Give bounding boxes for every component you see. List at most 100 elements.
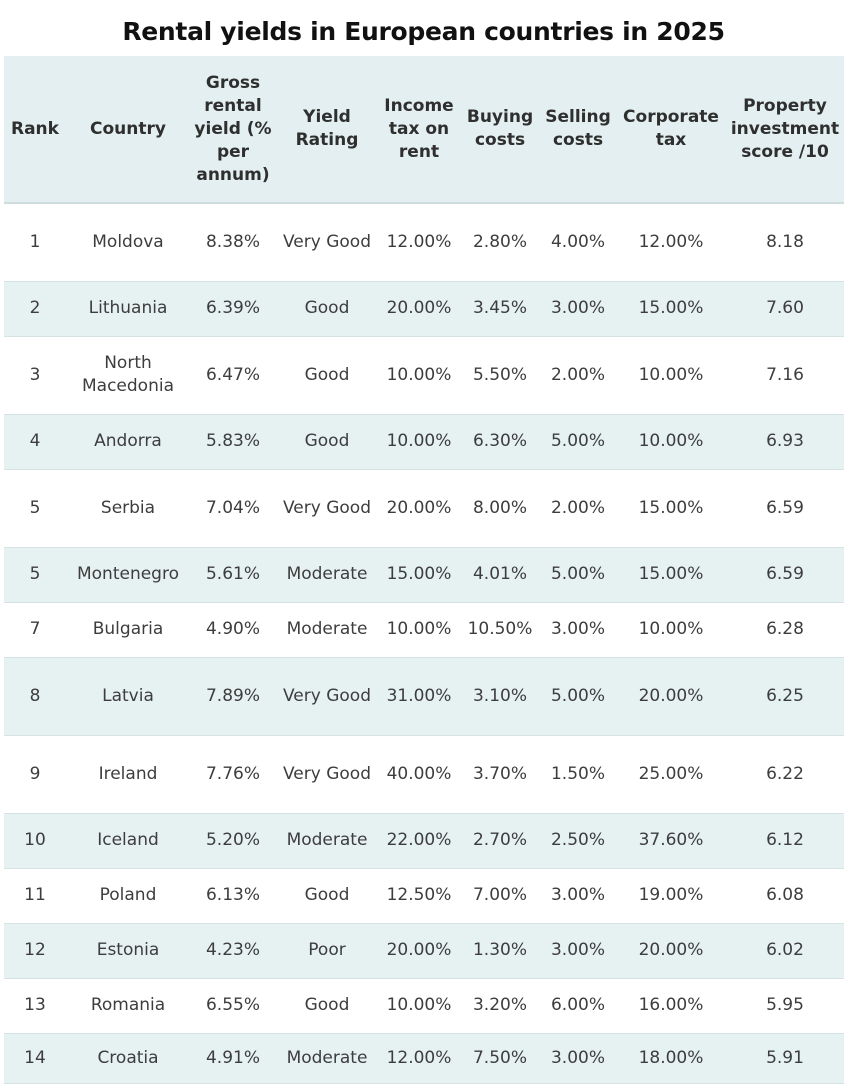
table-header-row: Rank Country Gross rental yield (% per a…: [4, 56, 844, 204]
cell-yield-rating: Poor: [276, 923, 378, 979]
cell-income-tax: 10.00%: [378, 602, 460, 658]
cell-gross-rental-yield: 7.76%: [190, 735, 276, 814]
cell-corporate-tax: 15.00%: [616, 547, 726, 603]
rental-yields-table: Rank Country Gross rental yield (% per a…: [4, 56, 844, 1084]
cell-property-investment-score: 6.08: [726, 868, 844, 924]
cell-gross-rental-yield: 5.61%: [190, 547, 276, 603]
cell-gross-rental-yield: 7.04%: [190, 469, 276, 548]
cell-selling-costs: 5.00%: [540, 414, 616, 470]
cell-corporate-tax: 15.00%: [616, 281, 726, 337]
cell-gross-rental-yield: 5.83%: [190, 414, 276, 470]
cell-gross-rental-yield: 5.20%: [190, 813, 276, 869]
cell-property-investment-score: 6.59: [726, 547, 844, 603]
cell-buying-costs: 5.50%: [460, 336, 540, 415]
cell-corporate-tax: 25.00%: [616, 735, 726, 814]
cell-income-tax: 15.00%: [378, 547, 460, 603]
cell-country: Poland: [66, 868, 190, 924]
cell-gross-rental-yield: 4.23%: [190, 923, 276, 979]
table-row: 4 Andorra 5.83% Good 10.00% 6.30% 5.00% 10.00% 6…: [4, 414, 844, 470]
cell-rank: 14: [4, 1033, 66, 1084]
table-row: 5 Serbia 7.04% Very Good 20.00% 8.00% 2.00% 15.…: [4, 469, 844, 548]
column-header-corporate-tax: Corporate tax: [616, 56, 726, 204]
cell-country: Latvia: [66, 657, 190, 736]
cell-rank: 12: [4, 923, 66, 979]
cell-property-investment-score: 6.59: [726, 469, 844, 548]
table-row: 1 Moldova 8.38% Very Good 12.00% 2.80% 4.00% 12…: [4, 203, 844, 282]
cell-property-investment-score: 8.18: [726, 203, 844, 282]
cell-rank: 11: [4, 868, 66, 924]
cell-country: Andorra: [66, 414, 190, 470]
cell-buying-costs: 7.00%: [460, 868, 540, 924]
cell-buying-costs: 10.50%: [460, 602, 540, 658]
cell-selling-costs: 2.00%: [540, 469, 616, 548]
cell-country: Bulgaria: [66, 602, 190, 658]
table-row: 9 Ireland 7.76% Very Good 40.00% 3.70% 1.50% 25…: [4, 735, 844, 814]
cell-income-tax: 10.00%: [378, 336, 460, 415]
cell-corporate-tax: 20.00%: [616, 923, 726, 979]
cell-country: Romania: [66, 978, 190, 1034]
cell-buying-costs: 2.80%: [460, 203, 540, 282]
cell-income-tax: 20.00%: [378, 923, 460, 979]
cell-yield-rating: Moderate: [276, 602, 378, 658]
cell-selling-costs: 2.50%: [540, 813, 616, 869]
table-row: 14 Croatia 4.91% Moderate 12.00% 7.50% 3.00% 18…: [4, 1033, 844, 1084]
cell-corporate-tax: 15.00%: [616, 469, 726, 548]
cell-income-tax: 40.00%: [378, 735, 460, 814]
cell-yield-rating: Good: [276, 414, 378, 470]
cell-buying-costs: 3.20%: [460, 978, 540, 1034]
cell-gross-rental-yield: 6.39%: [190, 281, 276, 337]
cell-corporate-tax: 16.00%: [616, 978, 726, 1034]
table-row: 2 Lithuania 6.39% Good 20.00% 3.45% 3.00% 15.00…: [4, 281, 844, 337]
cell-buying-costs: 3.45%: [460, 281, 540, 337]
cell-selling-costs: 3.00%: [540, 923, 616, 979]
column-header-country: Country: [66, 56, 190, 204]
cell-country: North Macedonia: [66, 336, 190, 415]
cell-buying-costs: 8.00%: [460, 469, 540, 548]
cell-property-investment-score: 6.93: [726, 414, 844, 470]
column-header-buying-costs: Buying costs: [460, 56, 540, 204]
column-header-property-investment-score: Property investment score /10: [726, 56, 844, 204]
cell-selling-costs: 3.00%: [540, 281, 616, 337]
cell-selling-costs: 4.00%: [540, 203, 616, 282]
cell-property-investment-score: 6.02: [726, 923, 844, 979]
table-row: 13 Romania 6.55% Good 10.00% 3.20% 6.00% 16.00%…: [4, 978, 844, 1034]
cell-buying-costs: 3.10%: [460, 657, 540, 736]
cell-rank: 5: [4, 469, 66, 548]
page-title: Rental yields in European countries in 2…: [122, 17, 725, 46]
table-row: 10 Iceland 5.20% Moderate 22.00% 2.70% 2.50% 37…: [4, 813, 844, 869]
cell-yield-rating: Good: [276, 868, 378, 924]
cell-rank: 10: [4, 813, 66, 869]
table-row: 8 Latvia 7.89% Very Good 31.00% 3.10% 5.00% 20.…: [4, 657, 844, 736]
table-row: 7 Bulgaria 4.90% Moderate 10.00% 10.50% 3.00% 1…: [4, 602, 844, 658]
cell-property-investment-score: 5.91: [726, 1033, 844, 1084]
table-row: 11 Poland 6.13% Good 12.50% 7.00% 3.00% 19.00% 6…: [4, 868, 844, 924]
cell-buying-costs: 1.30%: [460, 923, 540, 979]
cell-rank: 8: [4, 657, 66, 736]
cell-country: Ireland: [66, 735, 190, 814]
cell-selling-costs: 6.00%: [540, 978, 616, 1034]
cell-country: Montenegro: [66, 547, 190, 603]
cell-property-investment-score: 6.25: [726, 657, 844, 736]
cell-selling-costs: 2.00%: [540, 336, 616, 415]
cell-gross-rental-yield: 6.55%: [190, 978, 276, 1034]
cell-selling-costs: 5.00%: [540, 547, 616, 603]
cell-property-investment-score: 7.16: [726, 336, 844, 415]
cell-rank: 9: [4, 735, 66, 814]
cell-corporate-tax: 10.00%: [616, 414, 726, 470]
column-header-income-tax: Income tax on rent: [378, 56, 460, 204]
column-header-yield-rating: Yield Rating: [276, 56, 378, 204]
cell-yield-rating: Moderate: [276, 1033, 378, 1084]
cell-yield-rating: Very Good: [276, 469, 378, 548]
cell-corporate-tax: 37.60%: [616, 813, 726, 869]
cell-rank: 5: [4, 547, 66, 603]
cell-rank: 13: [4, 978, 66, 1034]
cell-rank: 2: [4, 281, 66, 337]
cell-buying-costs: 7.50%: [460, 1033, 540, 1084]
cell-corporate-tax: 18.00%: [616, 1033, 726, 1084]
cell-rank: 3: [4, 336, 66, 415]
cell-property-investment-score: 7.60: [726, 281, 844, 337]
cell-gross-rental-yield: 8.38%: [190, 203, 276, 282]
cell-gross-rental-yield: 4.91%: [190, 1033, 276, 1084]
cell-buying-costs: 3.70%: [460, 735, 540, 814]
cell-property-investment-score: 5.95: [726, 978, 844, 1034]
